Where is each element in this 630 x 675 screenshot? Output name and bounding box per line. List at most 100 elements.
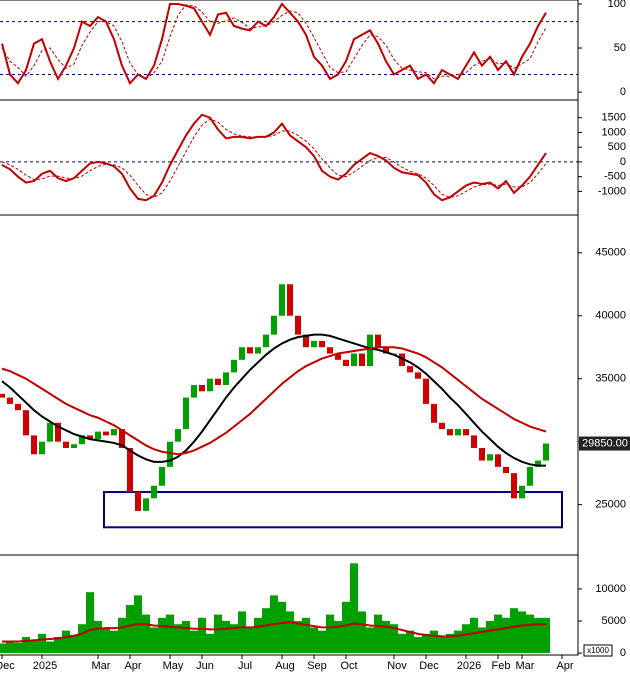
support-zone (103, 491, 563, 529)
line-series (1, 118, 547, 198)
candle (351, 353, 357, 367)
unit-label: x1000 (587, 646, 609, 655)
volume-bar (374, 614, 382, 654)
line-series (2, 621, 546, 643)
volume-bar (166, 614, 174, 654)
volume-bar (150, 627, 158, 654)
candle (207, 378, 213, 392)
y-tick-label: 40000 (595, 310, 626, 322)
volume-bar (142, 614, 150, 654)
candle (247, 347, 253, 354)
candle (239, 347, 245, 360)
candle (7, 397, 13, 404)
volume-bar (334, 621, 342, 654)
candle (415, 372, 421, 379)
volume-bar (342, 601, 350, 654)
candle (367, 334, 373, 367)
candle (303, 334, 309, 348)
y-tick-label: 0 (620, 647, 626, 659)
last-price-box (579, 436, 630, 451)
volume-bar (462, 624, 470, 654)
candle (527, 466, 533, 486)
candle (191, 385, 197, 398)
volume-bar (206, 633, 214, 654)
volume-bar (198, 617, 206, 654)
candle (119, 429, 125, 448)
x-tick-label: Feb (492, 660, 511, 672)
volume-bar (494, 614, 502, 654)
volume-bar (190, 630, 198, 654)
candle (543, 443, 549, 461)
candle (95, 431, 101, 440)
candle (87, 435, 93, 440)
y-tick-label: 500 (608, 141, 626, 153)
x-tick-label: Mar (92, 660, 111, 672)
volume-bar (78, 624, 86, 654)
x-tick-label: Dec (0, 660, 15, 672)
y-tick-label: 1500 (602, 112, 626, 124)
candle (135, 492, 141, 511)
candle (335, 353, 341, 360)
volume-bar (510, 608, 518, 654)
volume-bar (54, 637, 62, 654)
line-series (1, 113, 547, 202)
volume-bar (238, 611, 246, 654)
volume-bar (110, 630, 118, 654)
x-tick-label: Apr (124, 660, 141, 672)
x-tick-label: Oct (340, 660, 357, 672)
candle (359, 353, 365, 367)
y-tick-label: 1000 (602, 126, 626, 138)
volume-bar (326, 614, 334, 654)
volume-bar (118, 617, 126, 654)
candle (383, 347, 389, 354)
volume-bar (230, 624, 238, 654)
candle (0, 393, 5, 398)
volume-bar (318, 630, 326, 654)
candle (39, 441, 45, 455)
y-tick-label: 45000 (595, 247, 626, 259)
volume-bar (302, 617, 310, 654)
candle (151, 485, 157, 499)
y-tick-label: 100 (608, 0, 626, 10)
line-series (1, 333, 546, 467)
candle (471, 435, 477, 448)
candle (143, 498, 149, 511)
volume-bar (350, 563, 358, 654)
x-tick-label: Jun (196, 660, 214, 672)
volume-bar (390, 624, 398, 654)
candle (55, 422, 61, 442)
volume-bar (526, 614, 534, 654)
volume-bar (30, 640, 38, 654)
volume-bar (62, 630, 70, 654)
candle (343, 359, 349, 367)
volume-bar (486, 621, 494, 654)
volume-bar (398, 633, 406, 654)
candle (511, 473, 517, 499)
candle (215, 378, 221, 385)
candle (127, 447, 133, 493)
candle (327, 347, 333, 354)
candle (111, 429, 117, 436)
x-tick-label: Dec (419, 660, 439, 672)
x-tick-label: Mar (516, 660, 535, 672)
volume-bar (6, 641, 14, 654)
candle (311, 340, 317, 348)
volume-bar (254, 617, 262, 654)
candle (447, 429, 453, 436)
volume-bar (358, 611, 366, 654)
volume-bar (382, 621, 390, 654)
volume-bar (158, 617, 166, 654)
candle (31, 435, 37, 455)
candle (423, 378, 429, 404)
volume-bar (454, 630, 462, 654)
candle (487, 454, 493, 461)
volume-bar (94, 621, 102, 654)
candle (279, 284, 285, 316)
volume-bar (46, 641, 54, 654)
volume-bar (478, 627, 486, 654)
volume-bar (406, 630, 414, 654)
x-tick-label: Nov (387, 660, 407, 672)
volume-bar (262, 608, 270, 654)
y-tick-label: 5000 (602, 615, 626, 627)
